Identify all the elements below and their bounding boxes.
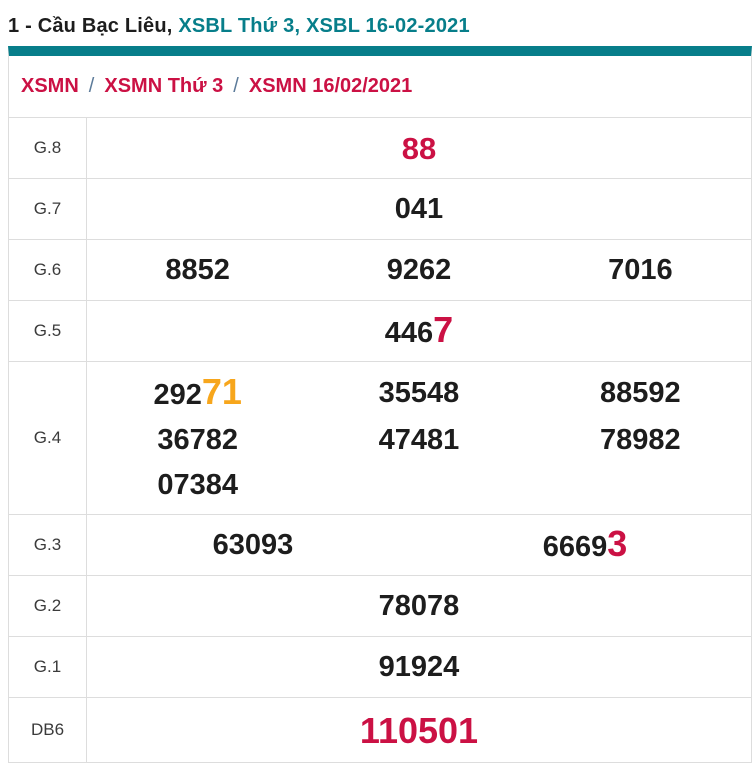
prize-value: 110501 (359, 709, 479, 751)
prize-label: G.7 (9, 179, 87, 239)
prize-values: 041 (87, 179, 751, 239)
prize-value: 91924 (378, 650, 460, 683)
prize-label: G.4 (9, 362, 87, 514)
prize-row-g5: G.5 4467 (9, 301, 751, 362)
breadcrumb: XSMN / XSMN Thứ 3 / XSMN 16/02/2021 (9, 56, 751, 118)
prize-value: 9262 (386, 253, 452, 286)
prize-values: 4467 (87, 301, 751, 361)
prize-value: 66693 (419, 521, 751, 570)
breadcrumb-separator: / (88, 75, 95, 97)
prize-value-highlight: 71 (201, 370, 242, 412)
prize-row-db6: DB6 110501 (9, 698, 751, 762)
prize-values: 88 (87, 118, 751, 178)
prize-value-main: 292 (153, 378, 202, 411)
prize-value: 88 (401, 130, 437, 166)
prize-row-g8: G.8 88 (9, 118, 751, 179)
prize-label: G.8 (9, 118, 87, 178)
prize-values: 110501 (87, 698, 751, 762)
prize-value: 7016 (608, 253, 673, 286)
page-title-text: 1 - Cầu Bạc Liêu, (8, 15, 179, 37)
prize-row-g6: G.6 8852 9262 7016 (9, 240, 751, 301)
prize-values: 8852 9262 7016 (87, 240, 751, 300)
prize-label: G.1 (9, 637, 87, 697)
prize-value: 07384 (157, 468, 238, 501)
prize-value-main: 6669 (542, 530, 608, 563)
breadcrumb-link-xsmn[interactable]: XSMN (21, 75, 79, 97)
prize-value-highlight: 3 (607, 522, 628, 564)
breadcrumb-link-xsmn-date[interactable]: XSMN 16/02/2021 (248, 75, 413, 97)
prize-value-main: 446 (384, 316, 434, 349)
prize-row-g3: G.3 63093 66693 (9, 515, 751, 576)
prize-value: 63093 (212, 528, 294, 561)
prize-label: G.6 (9, 240, 87, 300)
prize-values: 63093 66693 (87, 515, 751, 575)
prize-row-g7: G.7 041 (9, 179, 751, 240)
prize-label: G.2 (9, 576, 87, 636)
page-title-link-date[interactable]: XSBL 16-02-2021 (305, 15, 470, 37)
prize-value: 041 (394, 192, 444, 225)
prize-value: 78078 (378, 589, 460, 622)
prize-label: G.3 (9, 515, 87, 575)
results-panel: XSMN / XSMN Thứ 3 / XSMN 16/02/2021 G.8 … (8, 46, 752, 763)
prize-value: 35548 (378, 376, 460, 409)
prize-value: 36782 (157, 423, 238, 456)
prize-values: 78078 (87, 576, 751, 636)
prize-value: 78982 (599, 423, 681, 456)
prize-values: 91924 (87, 637, 751, 697)
breadcrumb-separator: / (233, 75, 239, 97)
prize-value: 8852 (165, 253, 230, 286)
prize-value: 4467 (87, 307, 751, 356)
prize-value: 47481 (378, 423, 460, 456)
prize-row-g2: G.2 78078 (9, 576, 751, 637)
prize-value-highlight: 7 (433, 308, 454, 350)
breadcrumb-link-xsmn-thu-3[interactable]: XSMN Thứ 3 (104, 75, 224, 97)
prize-values: 29271 35548 88592 36782 47481 78982 0738… (87, 362, 751, 514)
prize-label: G.5 (9, 301, 87, 361)
prize-label: DB6 (9, 698, 87, 762)
prize-value: 88592 (599, 376, 681, 409)
prize-row-g4: G.4 29271 35548 88592 36782 47481 78982 … (9, 362, 751, 515)
prize-row-g1: G.1 91924 (9, 637, 751, 698)
page-title: 1 - Cầu Bạc Liêu, XSBL Thứ 3, XSBL 16-02… (8, 15, 747, 38)
page-title-link-weekday[interactable]: XSBL Thứ 3, (178, 15, 306, 37)
prize-value: 29271 (87, 369, 308, 418)
